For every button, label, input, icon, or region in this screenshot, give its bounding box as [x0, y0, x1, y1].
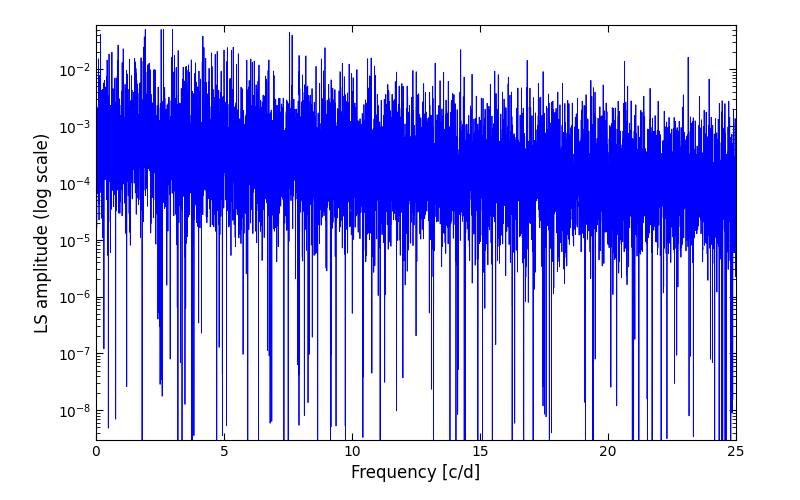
X-axis label: Frequency [c/d]: Frequency [c/d] — [351, 464, 481, 482]
Y-axis label: LS amplitude (log scale): LS amplitude (log scale) — [34, 132, 52, 332]
